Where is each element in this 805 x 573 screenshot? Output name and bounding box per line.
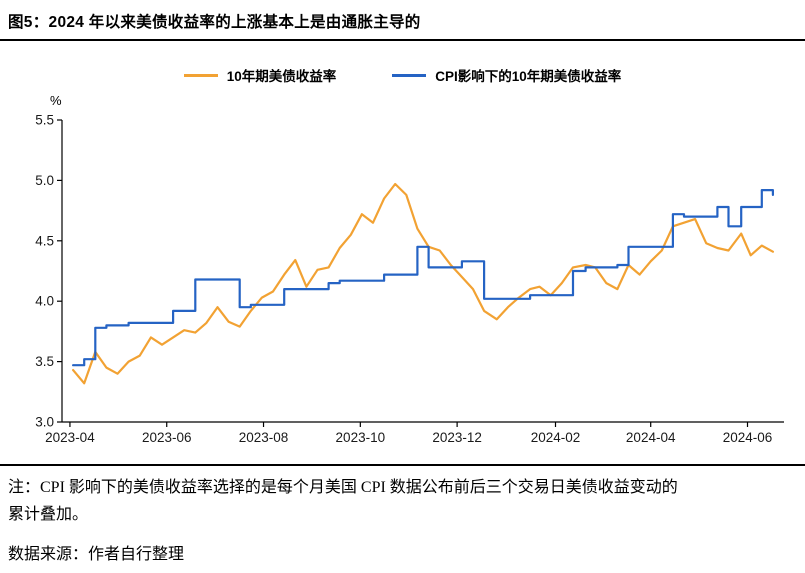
- line-chart: 3.0 3.5 4.0 4.5 5.0 5.5 2023-04 2023-06 2023-08 2…: [35, 113, 784, 445]
- figure-note: 注：CPI 影响下的美债收益率选择的是每个月美国 CPI 数据公布前后三个交易日…: [8, 479, 678, 524]
- chart-legend: 10年期美债收益率 CPI影响下的10年期美债收益率: [0, 41, 805, 85]
- footer-divider: [0, 464, 805, 466]
- svg-text:2023-04: 2023-04: [45, 430, 95, 445]
- svg-text:2024-02: 2024-02: [531, 430, 581, 445]
- y-axis-unit-label: %: [50, 93, 62, 108]
- chart-area: 10年期美债收益率 CPI影响下的10年期美债收益率 % 3.0 3.5 4.0 4.…: [0, 41, 805, 458]
- legend-swatch-blue: [392, 73, 427, 77]
- svg-text:4.0: 4.0: [35, 294, 54, 309]
- svg-text:2024-04: 2024-04: [626, 430, 676, 445]
- svg-text:2024-06: 2024-06: [723, 430, 773, 445]
- svg-text:2023-12: 2023-12: [432, 430, 482, 445]
- svg-text:3.5: 3.5: [35, 354, 54, 369]
- legend-item-treasury-yield: 10年期美债收益率: [183, 65, 337, 85]
- svg-text:5.5: 5.5: [35, 113, 54, 128]
- legend-swatch-orange: [183, 73, 218, 77]
- svg-text:5.0: 5.0: [35, 173, 54, 188]
- legend-item-cpi-yield: CPI影响下的10年期美债收益率: [392, 65, 621, 85]
- svg-text:2023-08: 2023-08: [239, 430, 289, 445]
- svg-text:2023-06: 2023-06: [142, 430, 192, 445]
- data-source: 数据来源：作者自行整理: [8, 546, 185, 564]
- title-divider: [0, 39, 805, 41]
- legend-label-treasury-yield: 10年期美债收益率: [226, 69, 337, 84]
- svg-text:2023-10: 2023-10: [336, 430, 386, 445]
- figure-title: 图5：2024 年以来美债收益率的上涨基本上是由通胀主导的: [8, 14, 421, 31]
- svg-text:4.5: 4.5: [35, 233, 54, 248]
- legend-label-cpi-yield: CPI影响下的10年期美债收益率: [435, 69, 622, 84]
- svg-text:3.0: 3.0: [35, 415, 54, 430]
